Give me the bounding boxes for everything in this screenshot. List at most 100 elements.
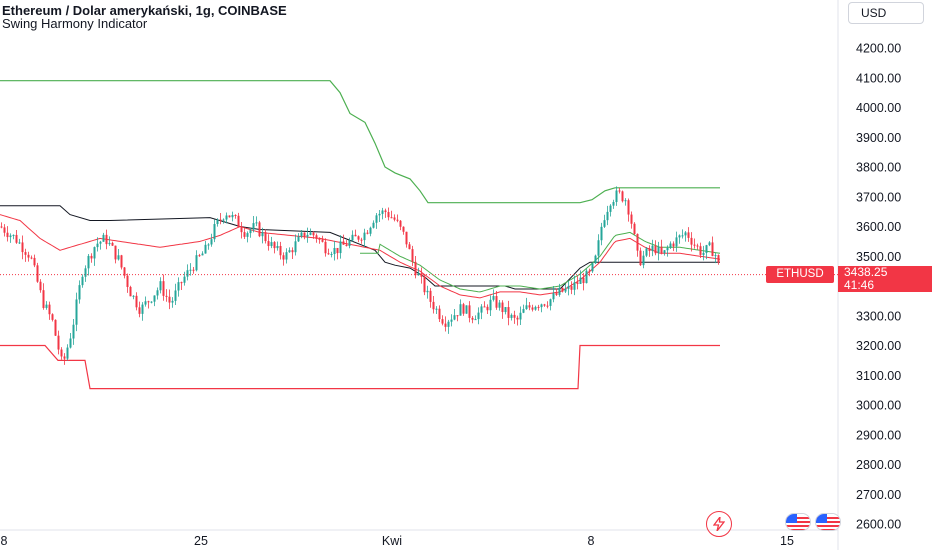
candle-body [78,285,81,300]
candle-body [447,321,450,327]
us-flag-icon[interactable] [815,513,841,531]
candle-body [303,232,306,237]
candle-body [714,255,717,257]
candle-body [498,302,501,308]
candle-body [315,235,318,239]
candle-body [405,231,408,245]
candle-body [147,301,150,303]
candle-body [369,227,372,234]
candle-body [342,241,345,245]
candle-body [651,245,654,251]
candle-body [543,304,546,306]
candle-body [486,306,489,311]
time-tick-label: 8 [1,534,8,548]
mid-line [0,205,720,290]
candle-body [384,210,387,213]
price-tick-label: 2900.00 [856,428,901,442]
candle-body [534,306,537,310]
candle-body [585,270,588,284]
candle-body [3,227,6,233]
us-flag-icon[interactable] [785,513,811,531]
candle-body [687,232,690,238]
candle-body [162,281,165,296]
indicator-name[interactable]: Swing Harmony Indicator [2,16,148,31]
candle-body [624,200,627,202]
candle-body [198,255,201,257]
candle-body [570,286,573,290]
candle-body [663,250,666,254]
candle-body [489,299,492,311]
candle-body [675,237,678,247]
candle-body [57,335,60,350]
candle-body [606,211,609,221]
candle-body [63,356,66,359]
candle-body [381,210,384,214]
candle-body [204,244,207,254]
candle-body [291,250,294,253]
candle-body [72,324,75,339]
candle-body [630,214,633,224]
candle-body [96,243,99,248]
candle-body [669,243,672,248]
candle-body [156,290,159,296]
candle-body [378,213,381,216]
candle-body [696,245,699,247]
candle-body [249,229,252,234]
candle-body [513,314,516,318]
candle-body [705,245,708,253]
candle-body [360,239,363,241]
candle-body [117,255,120,260]
candle-body [588,270,591,272]
candle-body [99,241,102,244]
candle-body [633,223,636,234]
candles [0,186,720,365]
swing-line [0,214,721,299]
candle-body [153,295,156,302]
candle-body [426,290,429,293]
price-tick-label: 2600.00 [856,518,901,532]
candle-body [90,255,93,259]
candle-body [690,237,693,245]
time-tick-label: 25 [194,534,208,548]
candle-body [30,257,33,259]
candle-body [174,290,177,301]
candle-body [138,307,141,314]
candle-body [282,255,285,260]
candle-body [141,304,144,314]
candle-body [699,246,702,255]
candle-body [402,226,405,232]
price-tick-label: 3100.00 [856,369,901,383]
candle-body [453,315,456,320]
candle-body [297,236,300,242]
price-tick-label: 3200.00 [856,339,901,353]
candle-body [6,232,9,238]
candle-body [273,242,276,249]
candle-body [531,307,534,310]
candle-body [537,306,540,308]
candle-body [312,232,315,236]
candle-body [411,249,414,262]
candle-body [375,215,378,223]
candle-body [9,235,12,238]
candle-body [270,242,273,247]
candle-body [480,306,483,313]
candle-body [123,267,126,276]
currency-button[interactable]: USD [848,2,924,24]
candle-body [660,246,663,254]
lower-band-line [0,344,720,390]
candle-body [258,222,261,237]
price-tick-label: 4200.00 [856,42,901,56]
candle-body [177,282,180,291]
candle-body [27,254,30,258]
time-tick-label: 15 [780,534,794,548]
price-tick-label: 3000.00 [856,399,901,413]
candle-body [363,232,366,241]
lightning-icon[interactable] [706,511,732,537]
candle-body [420,273,423,277]
candle-body [267,241,270,247]
candle-body [216,219,219,225]
candle-body [423,276,426,293]
candle-body [255,222,258,224]
candle-body [597,240,600,256]
